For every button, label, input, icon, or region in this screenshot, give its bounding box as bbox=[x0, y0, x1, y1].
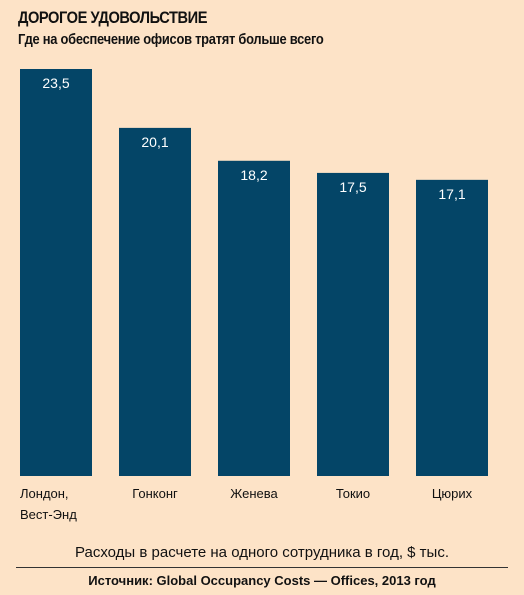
axis-caption: Расходы в расчете на одного сотрудника в… bbox=[74, 544, 449, 561]
bar-value-label-5: 17,1 bbox=[438, 186, 465, 202]
bar-chart: 23,5 Лондон, Вест-Энд 20,1 Гонконг 18,2 Женева… bbox=[20, 69, 488, 522]
bar-value-label-2: 20,1 bbox=[141, 134, 168, 150]
bar-2 bbox=[119, 127, 191, 477]
bar-value-label-1: 23,5 bbox=[42, 75, 69, 91]
category-label-1: Лондон, Вест-Энд bbox=[20, 486, 77, 522]
source-note: Источник: Global Occupancy Costs — Offic… bbox=[88, 573, 436, 588]
chart-subtitle: Где на обеспечение офисов тратят больше … bbox=[18, 31, 324, 48]
category-label-2: Гонконг bbox=[132, 486, 178, 501]
category-label-4: Токио bbox=[336, 486, 370, 501]
category-label-3: Женева bbox=[230, 486, 278, 501]
bar-1 bbox=[20, 69, 92, 476]
divider bbox=[16, 567, 508, 568]
category-label-5: Цюрих bbox=[432, 486, 473, 501]
bar-4 bbox=[317, 172, 389, 476]
bar-5 bbox=[416, 179, 488, 476]
bar-value-label-4: 17,5 bbox=[339, 179, 366, 195]
bar-value-label-3: 18,2 bbox=[240, 167, 267, 183]
chart-title: ДОРОГОЕ УДОВОЛЬСТВИЕ bbox=[18, 8, 208, 27]
bar-3 bbox=[218, 160, 290, 476]
